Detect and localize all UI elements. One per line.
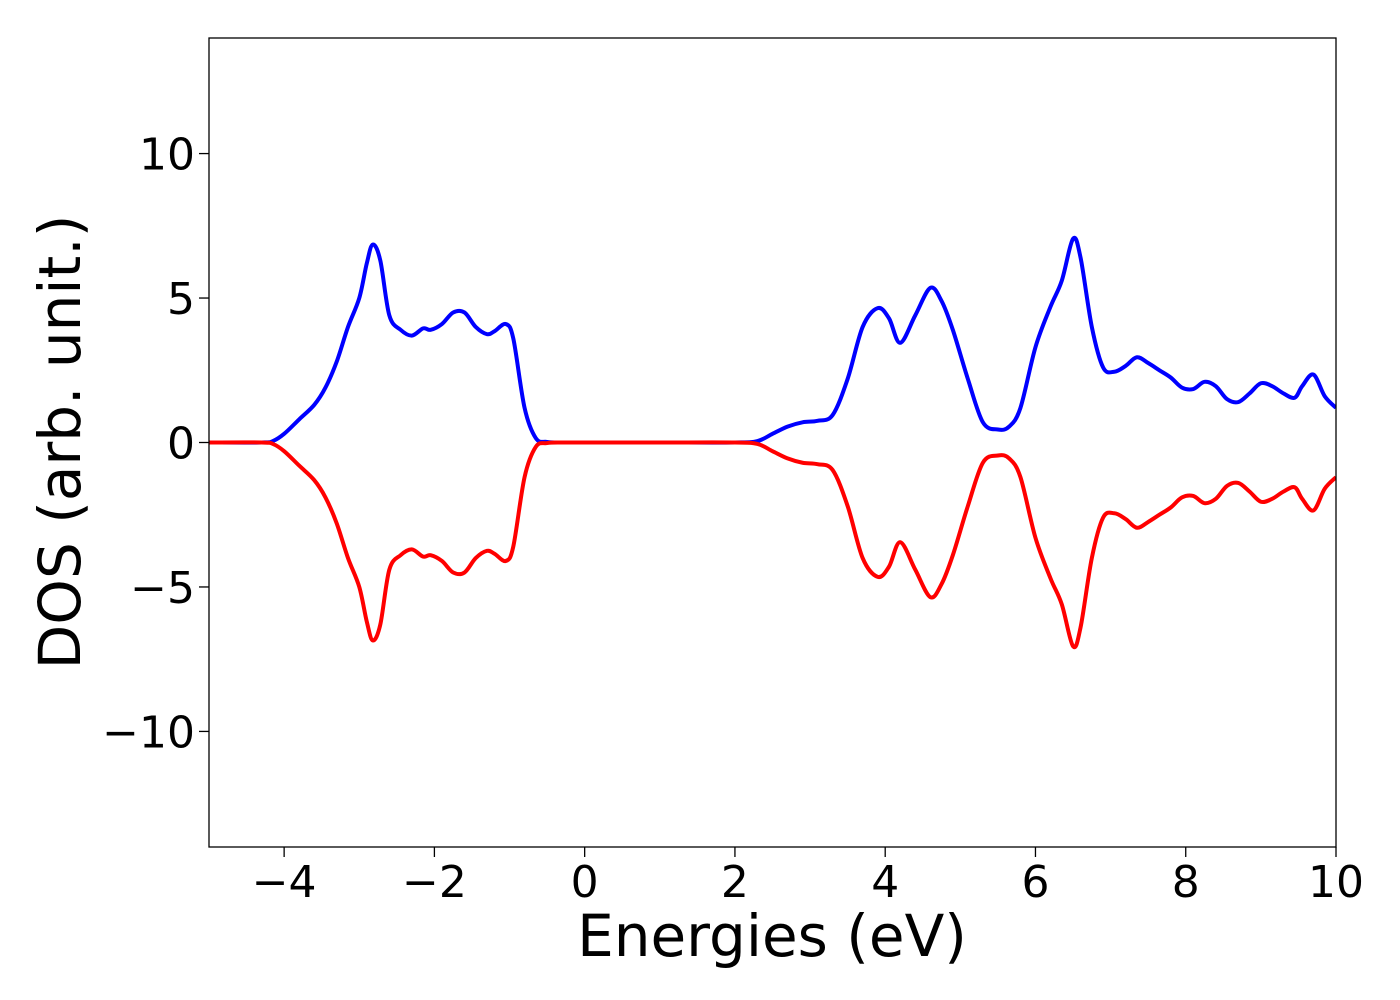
- x-tick-label: −4: [252, 857, 317, 908]
- x-tick-label: 2: [721, 857, 749, 908]
- x-tick-label: −2: [402, 857, 467, 908]
- x-axis-title: Energies (eV): [577, 902, 967, 970]
- x-tick-label: 0: [571, 857, 599, 908]
- y-tick-label: 10: [139, 130, 195, 181]
- series-line-0: [209, 235, 1336, 445]
- x-tick-label: 4: [871, 857, 899, 908]
- y-tick-label: 0: [167, 419, 195, 470]
- x-axis-ticks: −4 −2 0 2 4 6 8 10: [252, 847, 1364, 908]
- series-line-1: [209, 440, 1336, 650]
- x-tick-label: 8: [1172, 857, 1200, 908]
- y-tick-label: −5: [130, 563, 195, 614]
- y-axis-ticks: 10 5 0 −5 −10: [102, 130, 209, 758]
- y-tick-label: −10: [102, 707, 195, 758]
- series-layer: [209, 235, 1336, 650]
- y-tick-label: 5: [167, 274, 195, 325]
- x-tick-label: 10: [1308, 857, 1364, 908]
- y-axis-title: DOS (arb. unit.): [26, 215, 94, 670]
- x-tick-label: 6: [1021, 857, 1049, 908]
